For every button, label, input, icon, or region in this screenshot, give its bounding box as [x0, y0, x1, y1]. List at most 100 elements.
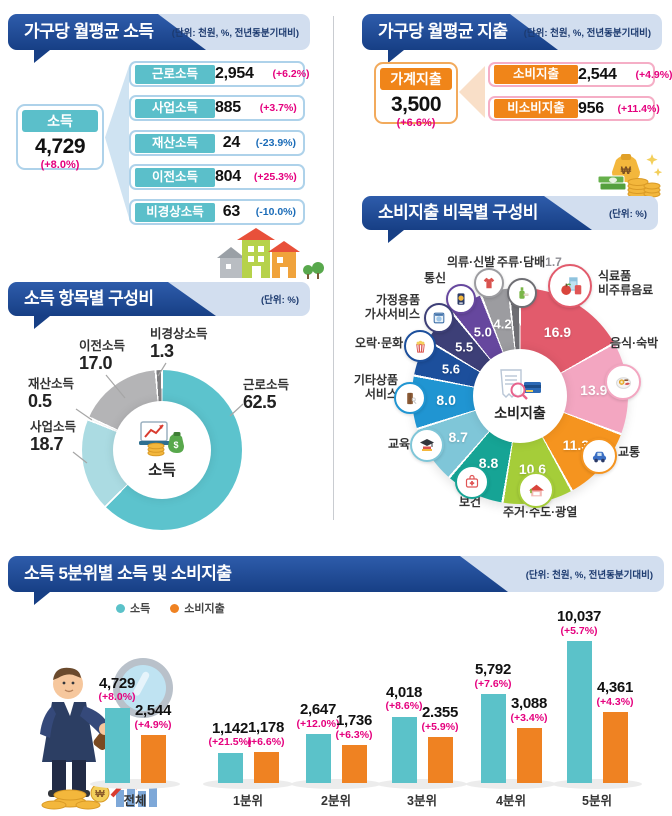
bar-value: 2,647 [299, 700, 337, 718]
bar-value: 4,018 [385, 683, 423, 701]
bar-value: 5,792 [474, 661, 512, 679]
bar-label: 1,142 (+21.5%) [193, 719, 267, 749]
expenditure-header-tail [388, 50, 404, 63]
quintile-panel-title: 소득 5분위별 소득 및 소비지출 [24, 564, 232, 583]
bar-value: 3,088 [510, 695, 548, 713]
pie-label-housing: 주거·수도·광열 [503, 505, 578, 519]
money-icon: ₩ [597, 154, 662, 198]
income-donut-center-label: 소득 [148, 461, 176, 479]
bar-category-label: 1분위 [233, 794, 263, 808]
income-composition-title: 소득 항목별 구성비 [24, 289, 154, 308]
income-item-row: 근로소득 2,954 (+6.2%) [129, 61, 310, 87]
expenditure-item-value: 956 [578, 99, 604, 117]
pie-label-other: 기타상품 서비스 [353, 373, 398, 401]
bar-group-shadow [377, 779, 467, 789]
legend-income: 소득 [116, 600, 150, 616]
expenditure-composition-unit: (단위: %) [608, 209, 647, 220]
column-divider [333, 16, 334, 520]
liquor-icon [507, 278, 537, 308]
bar-label: 2,544 (+4.9%) [116, 703, 190, 731]
income-item-change: (-23.9%) [255, 137, 296, 149]
bar-소득-1분위 [217, 752, 243, 783]
bar-change: (+21.5%) [208, 736, 252, 749]
expenditure-item-change: (+4.9%) [635, 68, 672, 81]
pie-label-entertainment: 오락·문화 [355, 336, 404, 350]
pie-label-communication: 통신 [424, 271, 447, 285]
income-panel-header: 가구당 월평균 소득 (단위: 천원, %, 전년동분기대비) [8, 14, 310, 63]
expenditure-pie-center: 소비지출 [473, 349, 567, 443]
pie-label-clothing: 의류·신발 [447, 255, 496, 269]
bar-소득-2분위 [305, 733, 331, 783]
svg-text:$: $ [173, 440, 178, 450]
income-item-change: (+25.3%) [253, 171, 297, 183]
quintile-panel-header: 소득 5분위별 소득 및 소비지출 (단위: 천원, %, 전년동분기대비) [8, 556, 664, 605]
income-item-row: 재산소득 24 (-23.9%) [129, 130, 305, 156]
health-icon [455, 465, 489, 499]
bar-value: 1,142 [211, 719, 249, 737]
bar-change: (+8.0%) [98, 691, 136, 704]
income-item-change: (+3.7%) [259, 102, 297, 114]
bar-change: (+4.3%) [596, 696, 634, 709]
bar-소비지출-5분위 [602, 712, 628, 783]
quintile-header-tail [34, 592, 50, 605]
income-item-change: (+6.2%) [272, 68, 310, 80]
donut-leader-lines [72, 362, 244, 464]
food-icon [548, 264, 592, 308]
education-icon [410, 428, 444, 462]
bar-category-label: 전체 [123, 794, 147, 808]
analyst-icon: ₩ [40, 658, 173, 810]
expenditure-item-value: 2,544 [578, 65, 617, 83]
bar-value: 2.355 [421, 704, 459, 722]
houses-icon [217, 228, 324, 279]
expenditure-total-change: (+6.6%) [396, 117, 436, 129]
clothing-icon [474, 268, 504, 298]
bar-value: 4,729 [98, 674, 136, 692]
bar-소득-4분위 [480, 694, 506, 783]
bar-group-shadow [90, 779, 180, 789]
donut-label-transfer: 이전소득 17.0 [79, 339, 126, 374]
income-panel-unit: (단위: 천원, %, 전년동분기대비) [171, 28, 299, 39]
donut-label-property: 재산소득 0.5 [28, 377, 75, 412]
bar-change: (+7.6%) [474, 678, 512, 691]
bar-chart-legend: 소득 소비지출 [116, 600, 225, 616]
pie-label-transport: 교통 [618, 445, 641, 459]
income-item-label: 사업소득 [135, 98, 215, 118]
bar-value: 1,178 [247, 719, 285, 737]
income-item-row: 사업소득 885 (+3.7%) [129, 95, 305, 121]
expenditure-panel-unit: (단위: 천원, %, 전년동분기대비) [523, 28, 651, 39]
donut-label-worker: 근로소득 62.5 [243, 378, 290, 413]
bar-소비지출-3분위 [427, 737, 453, 783]
homegoods-icon [424, 303, 454, 333]
expenditure-item-row: 소비지출 2,544 (+4.9%) [488, 62, 672, 87]
income-item-change: (-10.0%) [255, 206, 296, 218]
income-item-value: 63 [222, 203, 241, 220]
expenditure-composition-title: 소비지출 비목별 구성비 [378, 203, 538, 222]
pie-label-liquor: 주류·담배1.7 [497, 255, 562, 269]
bar-change: (+12.0%) [296, 717, 340, 730]
svg-text:₩: ₩ [95, 789, 105, 800]
income-item-label: 비경상소득 [135, 202, 215, 222]
income-item-label: 근로소득 [135, 64, 215, 84]
legend-income-label: 소득 [130, 603, 151, 615]
bar-group-shadow [203, 779, 293, 789]
bar-label: 1,736 (+6.3%) [317, 713, 391, 741]
bar-change: (+5.7%) [560, 624, 598, 637]
expenditure-panel-header: 가구당 월평균 지출 (단위: 천원, %, 전년동분기대비) [362, 14, 662, 63]
bar-소득-5분위 [566, 641, 592, 783]
expenditure-composition-header: 소비지출 비목별 구성비 (단위: %) [362, 196, 658, 243]
expenditure-item-row: 비소비지출 956 (+11.4%) [488, 96, 660, 121]
income-total-label: 소득 [22, 110, 98, 132]
income-donut-center: $ 소득 [113, 401, 211, 499]
bar-value: 2,544 [134, 702, 172, 720]
pie-label-dining: 음식·숙박 [610, 336, 659, 350]
income-header-tail [34, 50, 50, 63]
bar-소득-전체 [104, 707, 130, 783]
income-item-value: 804 [215, 168, 241, 185]
income-connector [105, 66, 129, 218]
bar-category-label: 4분위 [496, 794, 526, 808]
bar-group-shadow [291, 779, 381, 789]
income-panel-title: 가구당 월평균 소득 [24, 22, 154, 41]
income-total-change: (+8.0%) [40, 159, 80, 171]
income-item-label: 이전소득 [135, 167, 215, 187]
expenditure-pie-center-label: 소비지출 [494, 405, 546, 421]
